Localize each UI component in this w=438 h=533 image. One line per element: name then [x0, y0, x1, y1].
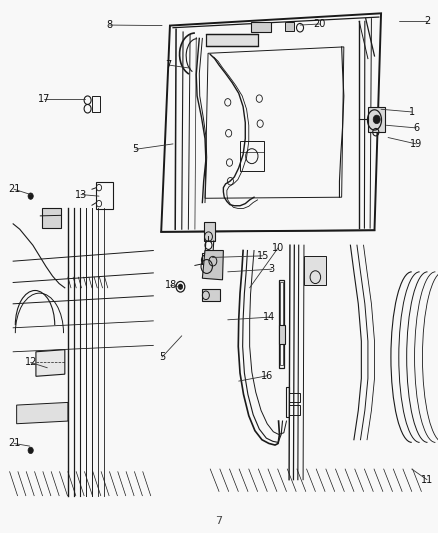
- Text: 21: 21: [8, 439, 20, 448]
- Bar: [304, 256, 326, 285]
- Text: 10: 10: [272, 243, 284, 253]
- Text: 7: 7: [215, 516, 223, 526]
- Bar: [289, 393, 300, 402]
- Text: 21: 21: [8, 184, 20, 194]
- Text: 20: 20: [314, 19, 326, 29]
- Bar: [240, 141, 264, 171]
- Bar: [279, 325, 285, 344]
- Text: 8: 8: [106, 20, 113, 30]
- Circle shape: [178, 284, 183, 289]
- Text: 3: 3: [268, 264, 275, 274]
- Text: 11: 11: [421, 475, 433, 484]
- Bar: [202, 289, 220, 301]
- Bar: [368, 107, 385, 132]
- Text: 15: 15: [257, 251, 269, 261]
- Text: 5: 5: [133, 144, 139, 154]
- Polygon shape: [202, 251, 223, 280]
- Text: 12: 12: [25, 358, 37, 367]
- Bar: [96, 182, 113, 209]
- Circle shape: [373, 115, 380, 124]
- Text: 6: 6: [413, 123, 419, 133]
- Bar: [202, 253, 218, 264]
- Bar: [286, 387, 289, 417]
- Circle shape: [28, 447, 33, 454]
- Text: 5: 5: [159, 352, 165, 362]
- Bar: [204, 222, 215, 241]
- Text: 16: 16: [261, 371, 273, 381]
- Bar: [280, 282, 283, 365]
- Polygon shape: [17, 402, 68, 424]
- Text: 19: 19: [410, 139, 422, 149]
- Polygon shape: [36, 350, 65, 376]
- Bar: [251, 22, 271, 32]
- Text: 7: 7: [166, 60, 172, 70]
- Bar: [289, 405, 300, 415]
- Circle shape: [28, 193, 33, 199]
- Bar: [206, 34, 258, 46]
- Text: 1: 1: [409, 107, 415, 117]
- Bar: [285, 22, 294, 31]
- Text: 17: 17: [38, 94, 50, 103]
- Text: 13: 13: [75, 190, 87, 199]
- Text: 18: 18: [165, 280, 177, 290]
- Text: 14: 14: [263, 312, 276, 322]
- Bar: [92, 96, 100, 112]
- Bar: [42, 208, 61, 228]
- Text: 2: 2: [424, 17, 430, 26]
- Bar: [279, 280, 284, 368]
